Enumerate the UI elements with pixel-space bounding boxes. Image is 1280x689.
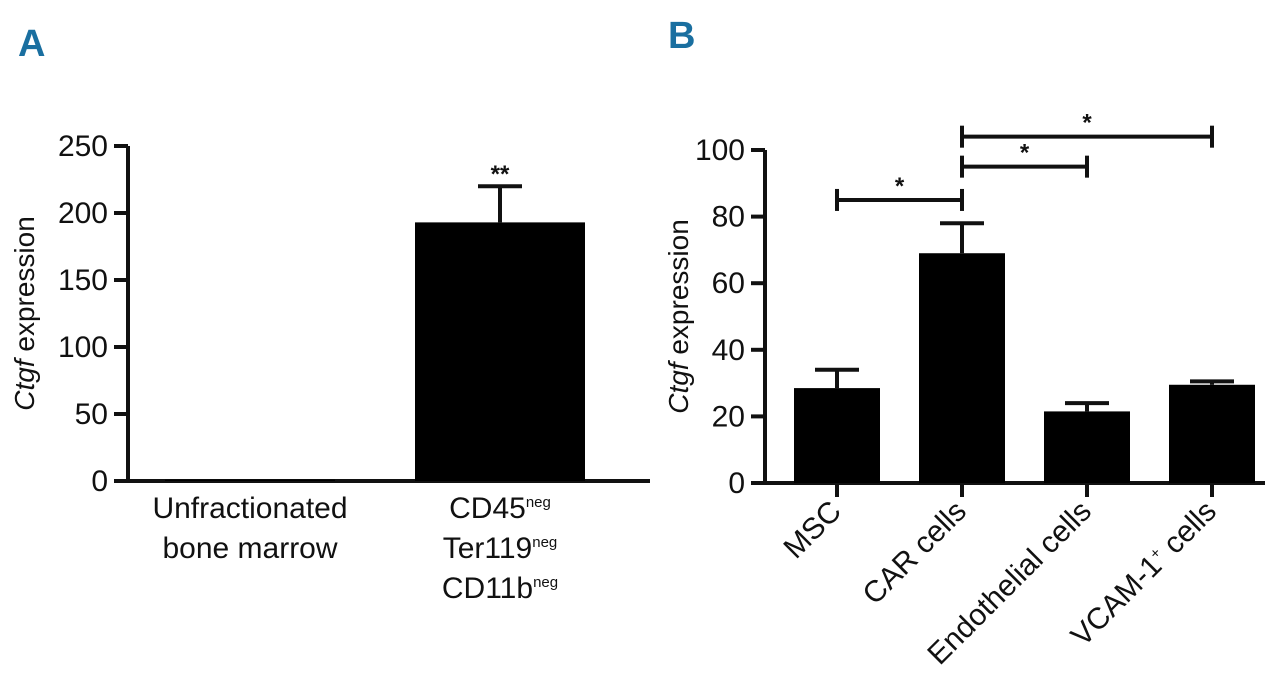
y-axis-label-italic: Ctgf (663, 359, 694, 414)
bar (919, 253, 1005, 483)
y-tick-label: 50 (75, 398, 108, 431)
y-tick-label: 20 (712, 400, 745, 433)
category-label: CD11bneg (442, 572, 558, 605)
y-tick-label: 0 (91, 465, 108, 498)
bar (1044, 411, 1130, 483)
category-label-text: CAR cells (856, 495, 972, 611)
y-tick-label: 250 (58, 130, 108, 163)
y-axis-label-italic: Ctgf (9, 356, 40, 411)
panel-a-chart: 0 50 100 150 200 250 Ctgf expression Unfraction… (9, 130, 650, 605)
y-tick-label: 100 (58, 331, 108, 364)
significance-label: * (895, 173, 905, 200)
bar (794, 388, 880, 483)
category-label: Unfractionated (152, 492, 347, 525)
significance-label: * (1020, 140, 1030, 167)
category-label-sup: neg (526, 494, 551, 511)
bar (1169, 384, 1255, 483)
y-axis-label-rest: expression (663, 219, 694, 362)
y-tick-label: 150 (58, 264, 108, 297)
panel-b-letter: B (668, 15, 695, 57)
category-label: MSC (777, 495, 847, 565)
y-tick-label: 80 (712, 201, 745, 234)
bar (165, 479, 335, 481)
category-label-text: VCAM-1 (1065, 549, 1168, 652)
y-tick-label: 60 (712, 267, 745, 300)
category-label-sup: neg (532, 534, 557, 551)
y-axis-label: Ctgf expression (663, 219, 694, 414)
y-tick-label: 40 (712, 334, 745, 367)
y-axis-label-rest: expression (9, 216, 40, 359)
y-tick-label: 200 (58, 197, 108, 230)
y-axis-label: Ctgf expression (9, 216, 40, 411)
significance-label: ** (491, 161, 510, 188)
category-label-text: Ter119 (443, 532, 533, 565)
category-label-sup: neg (533, 574, 558, 591)
y-tick-label: 0 (728, 467, 745, 500)
category-label-text: CD45 (449, 492, 526, 525)
category-label: bone marrow (162, 532, 337, 565)
panel-a-letter: A (18, 23, 45, 65)
category-label-text: MSC (777, 495, 847, 565)
bar (415, 222, 585, 481)
category-label: Ter119neg (443, 532, 558, 565)
category-label-text: Unfractionated (152, 492, 347, 525)
category-label-text: CD11b (442, 572, 533, 605)
category-label: CD45neg (449, 492, 551, 525)
category-label-text: bone marrow (162, 532, 337, 565)
y-tick-label: 100 (695, 134, 745, 167)
category-label: CAR cells (856, 495, 972, 611)
significance-label: * (1082, 110, 1092, 137)
